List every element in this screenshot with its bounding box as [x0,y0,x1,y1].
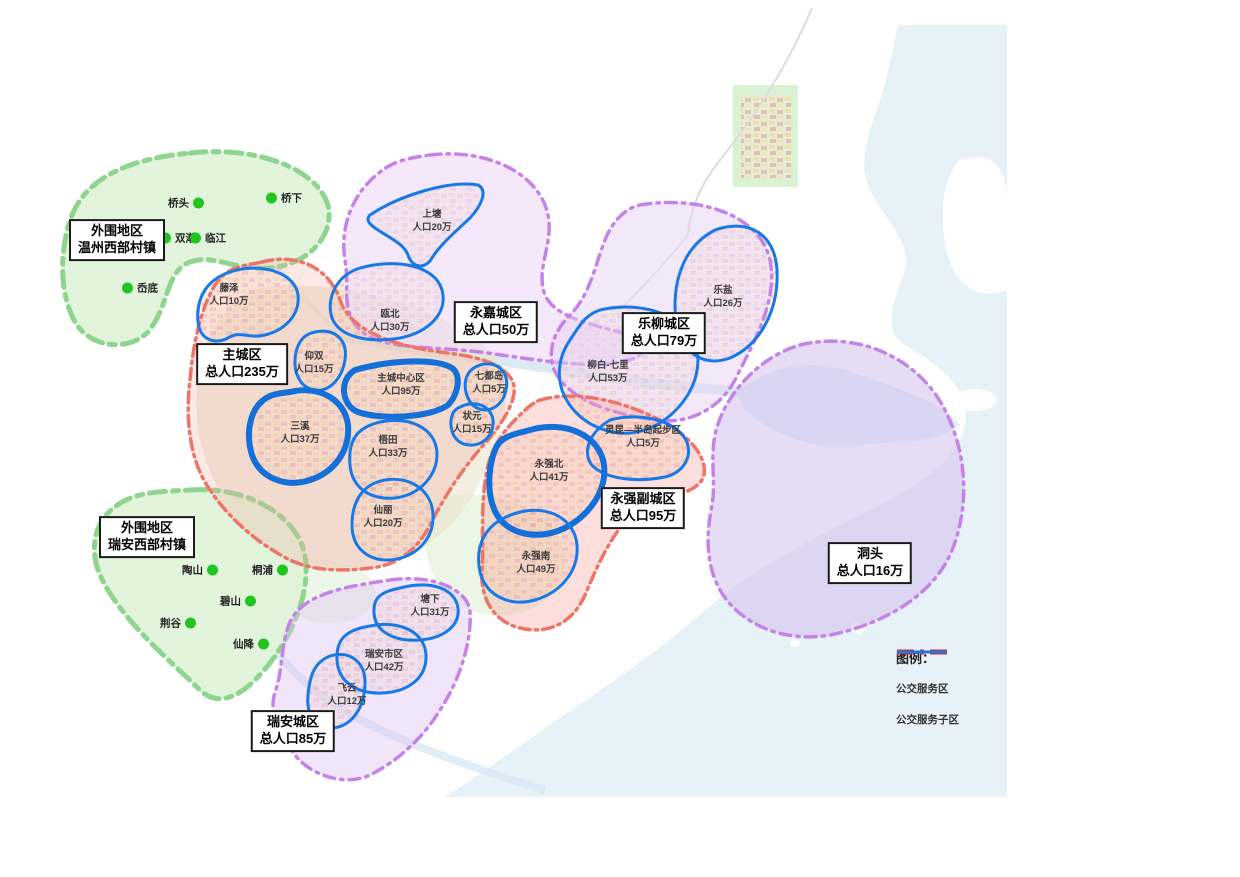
district-name: 瑞安城区 [266,714,319,730]
subzone-label-ruian-urban: 瑞安市区 人口42万 [364,649,404,673]
district-name: 洞头 [856,546,883,562]
subzone-label-leyan: 乐盐 人口26万 [703,285,743,309]
region-label-line1: 外围地区 [90,223,144,239]
subzone-label-tengze: 藤泽 人口10万 [209,283,249,307]
boundary-wenzhou-west-villages [60,149,332,348]
village-bishan: 碧山 [220,594,256,609]
village-dot-icon [258,638,269,650]
village-name: 陶山 [182,564,203,577]
village-name: 荆谷 [160,617,181,630]
legend-item-service-subarea: 公交服务子区 [896,650,959,727]
region-label-wenzhou-west: 外围地区 温州西部村镇 [68,219,166,261]
village-taoshan: 陶山 [182,563,218,578]
legend-item-service-area: 公交服务区 [896,649,959,696]
region-label-ruian-west: 外围地区 瑞安西部村镇 [98,516,196,558]
region-label-line2: 温州西部村镇 [77,240,157,255]
subzone-label-feiyun: 飞云 人口12万 [327,683,367,707]
village-name: 桥下 [281,192,302,205]
district-name: 永强副城区 [610,491,676,507]
district-label-zhucheng: 主城区 总人口235万 [196,343,288,385]
subzone-label-qidudao: 七都岛 人口5万 [472,371,506,395]
village-dot-icon [185,617,196,629]
village-dot-icon [266,192,277,204]
blue-line-icon [897,650,947,654]
district-population: 总人口85万 [259,731,327,746]
district-label-yongjia: 永嘉城区 总人口50万 [453,301,539,343]
village-name: 岙底 [137,282,158,295]
district-name: 乐柳城区 [637,316,690,332]
district-label-yongqiang: 永强副城区 总人口95万 [600,487,686,529]
region-label-line2: 瑞安西部村镇 [107,537,187,552]
subzone-label-wutian: 梧田 人口33万 [368,435,408,459]
district-label-leliu: 乐柳城区 总人口79万 [621,312,707,354]
village-dot-icon [160,232,171,244]
subzone-label-yongqiang-north: 永强北 人口41万 [529,459,569,483]
region-label-line1: 外围地区 [120,520,174,536]
village-name: 桐浦 [252,564,273,577]
district-population: 总人口50万 [462,322,530,337]
district-name: 主城区 [222,347,262,363]
district-label-dongtou: 洞头 总人口16万 [827,542,913,584]
village-dot-icon [245,595,256,607]
subzone-label-zhucheng-center: 主城中心区 人口95万 [377,373,425,397]
village-name: 碧山 [220,595,241,608]
boundary-zhucheng-district [186,257,516,572]
village-dot-icon [277,564,288,576]
village-dot-icon [207,564,218,576]
subzone-label-lingkun: 灵昆—半岛起步区 人口5万 [604,425,682,449]
village-name: 桥头 [168,197,189,210]
village-qiaotou: 桥头 [168,196,204,211]
subzone-label-shangtang: 上塘 人口20万 [412,209,452,233]
district-label-ruian: 瑞安城区 总人口85万 [250,710,336,752]
island [942,156,1007,294]
village-qiaoxia: 桥下 [266,191,302,206]
district-name: 永嘉城区 [469,305,522,321]
subzone-label-yongqiang-south: 永强南 人口49万 [516,551,556,575]
legend: 图例： 公交服务区 公交服务子区 [896,648,959,743]
subzone-label-yangshuang: 仰双 人口15万 [294,351,334,375]
village-dot-icon [193,197,204,209]
district-population: 总人口16万 [836,563,904,578]
district-population: 总人口79万 [630,333,698,348]
island [953,389,997,411]
district-population: 总人口235万 [205,364,279,379]
district-population: 总人口95万 [609,508,677,523]
village-tongpu: 桐浦 [252,563,288,578]
subzone-label-liubai-qili: 柳白-七里 人口53万 [587,360,629,384]
village-name: 仙降 [233,638,254,651]
legend-item-label: 公交服务子区 [896,714,959,726]
subzone-label-oubei: 瓯北 人口30万 [370,309,410,333]
village-dot-icon [190,232,201,244]
village-jinggu: 荆谷 [160,616,196,631]
village-linjiang: 临江 [190,231,226,246]
village-dot-icon [122,282,133,294]
subzone-label-sanxi: 三溪 人口37万 [280,421,320,445]
town-patch-urban [741,96,791,178]
legend-item-label: 公交服务区 [896,683,949,695]
subzone-label-zhuangyuan: 状元 人口15万 [452,411,492,435]
village-xianjiang: 仙降 [233,637,269,652]
subzone-label-tangxia: 塘下 人口31万 [410,594,450,618]
island [790,639,800,647]
village-aodi: 岙底 [122,281,158,296]
village-name: 临江 [205,232,226,245]
subzone-label-xianli: 仙丽 人口20万 [363,505,403,529]
legend-title: 图例： [896,651,936,666]
